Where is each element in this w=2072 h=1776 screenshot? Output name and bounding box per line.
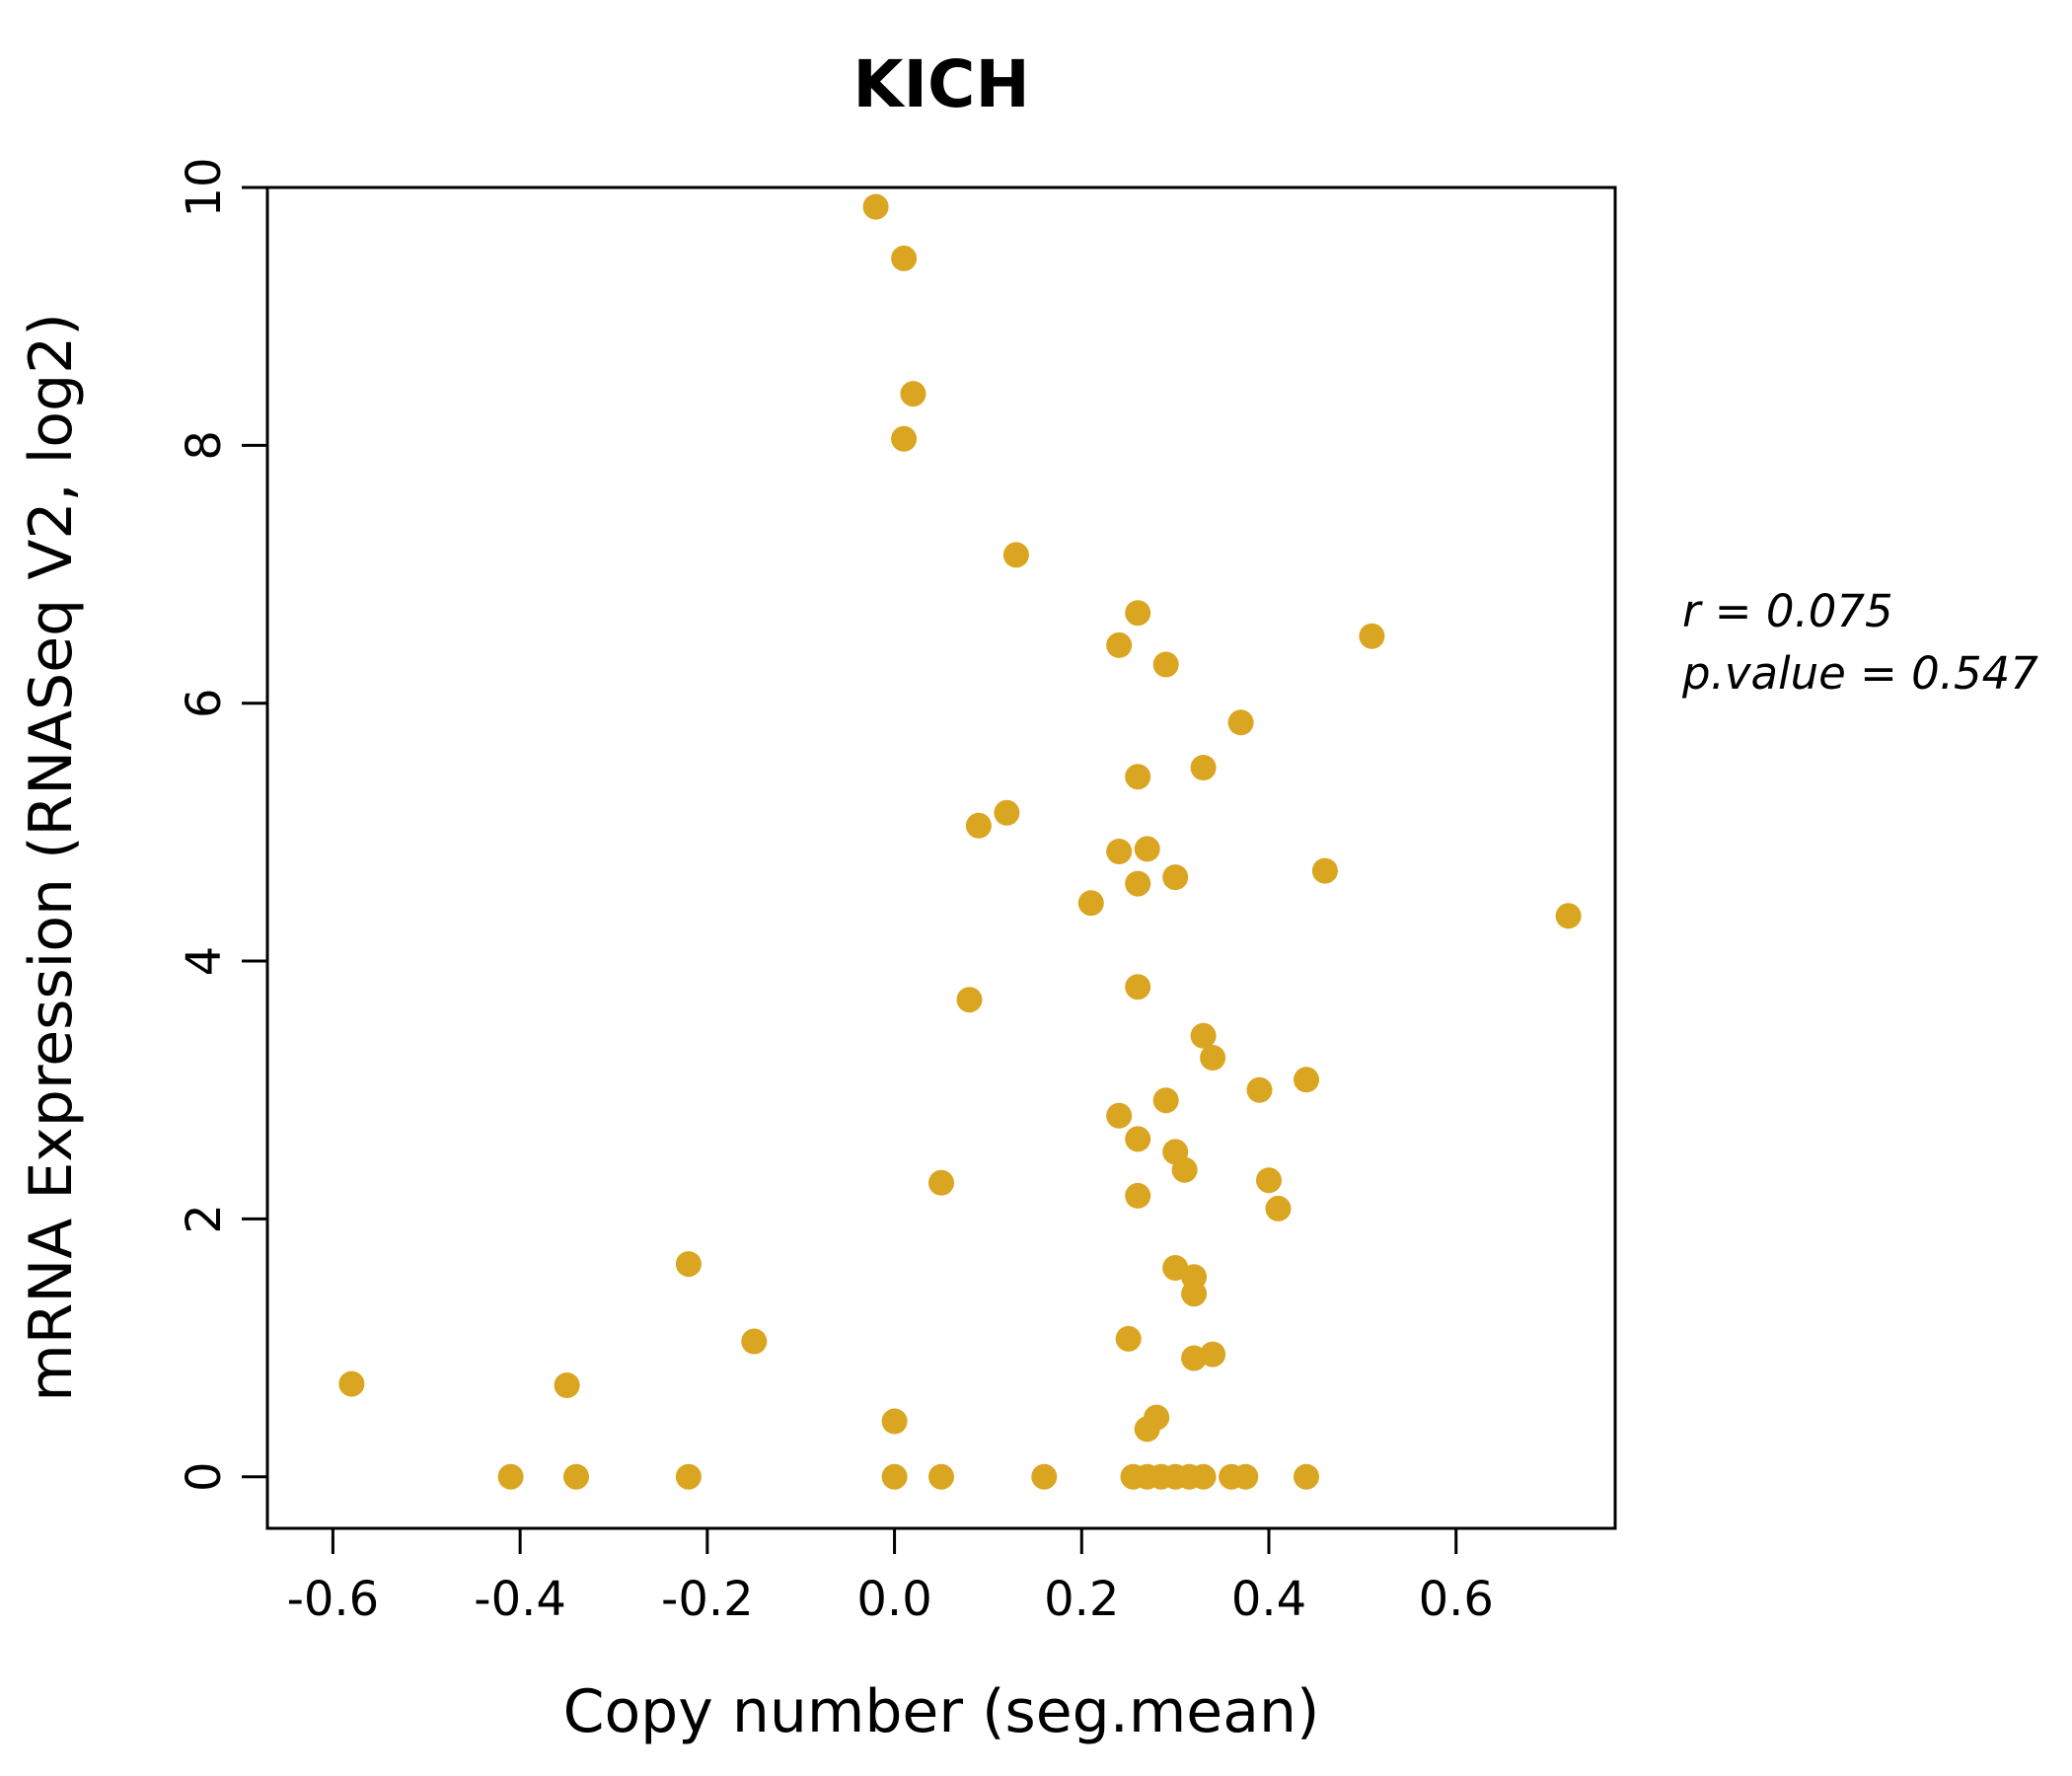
data-point [1171,1156,1198,1183]
y-tick-label: 0 [177,1461,232,1492]
data-point [1162,864,1189,891]
x-tick-label: 0.4 [1231,1572,1306,1627]
data-point [1002,542,1029,568]
y-tick-label: 8 [177,430,232,461]
data-point [1200,1341,1226,1368]
data-point [1106,1102,1133,1129]
data-point [1125,1126,1151,1152]
x-tick-label: 0.6 [1419,1572,1494,1627]
data-point [1555,903,1582,929]
pvalue-annotation: p.value = 0.547 [1681,647,2038,700]
x-tick-label: -0.6 [287,1572,380,1627]
chart-title: KICH [852,46,1029,122]
data-point [1106,631,1133,658]
data-point [338,1370,365,1397]
x-tick-label: -0.4 [474,1572,566,1627]
data-points [338,193,1582,1490]
data-point [1152,1087,1179,1114]
y-tick-label: 10 [177,157,232,217]
plot-area [265,185,1617,1530]
data-point [881,1408,908,1435]
data-point [1200,1045,1226,1071]
x-tick-label: 0.0 [856,1572,931,1627]
data-point [741,1328,768,1355]
data-point [1232,1463,1259,1490]
data-point [1134,836,1160,862]
data-point [675,1463,702,1490]
data-point [1190,755,1217,780]
data-point [891,425,918,452]
data-point [1256,1167,1282,1194]
data-point [1294,1463,1319,1490]
x-axis-ticks: -0.6 -0.4 -0.2 0.0 0.2 0.4 0.6 [287,1528,1494,1627]
data-point [1125,1182,1151,1209]
data-point [1115,1325,1142,1352]
data-point [1152,651,1179,678]
y-tick-label: 2 [177,1204,232,1234]
data-point [1359,623,1385,649]
data-point [1077,890,1104,917]
y-tick-label: 4 [177,946,232,977]
data-point [881,1463,908,1490]
data-point [675,1251,702,1278]
data-point [554,1372,580,1398]
data-point [563,1463,589,1490]
data-point [928,1169,954,1196]
x-tick-label: -0.2 [661,1572,754,1627]
data-point [900,381,926,407]
data-point [1190,1022,1217,1049]
data-point [1246,1076,1273,1103]
correlation-annotation: r = 0.075 [1682,585,1893,637]
data-point [965,812,992,839]
data-point [1265,1195,1292,1221]
data-point [1311,857,1338,884]
data-point [1134,1416,1160,1443]
x-tick-label: 0.2 [1044,1572,1119,1627]
y-axis-ticks: 0 2 4 6 8 10 [177,157,267,1492]
data-point [1181,1281,1208,1307]
x-axis-label: Copy number (seg.mean) [563,1677,1320,1746]
y-tick-label: 6 [177,688,232,718]
data-point [1125,764,1151,790]
data-point [1106,839,1133,864]
data-point [1190,1463,1217,1490]
data-point [862,193,889,220]
data-point [928,1463,954,1490]
data-point [1294,1067,1319,1093]
data-point [1125,600,1151,627]
data-point [497,1463,524,1490]
y-axis-label: mRNA Expression (RNASeq V2, log2) [17,313,86,1402]
data-point [956,987,983,1013]
data-point [1227,709,1254,736]
data-point [891,245,918,271]
data-point [1031,1463,1058,1490]
data-point [1125,870,1151,897]
data-point [994,799,1020,826]
data-point [1125,974,1151,1000]
